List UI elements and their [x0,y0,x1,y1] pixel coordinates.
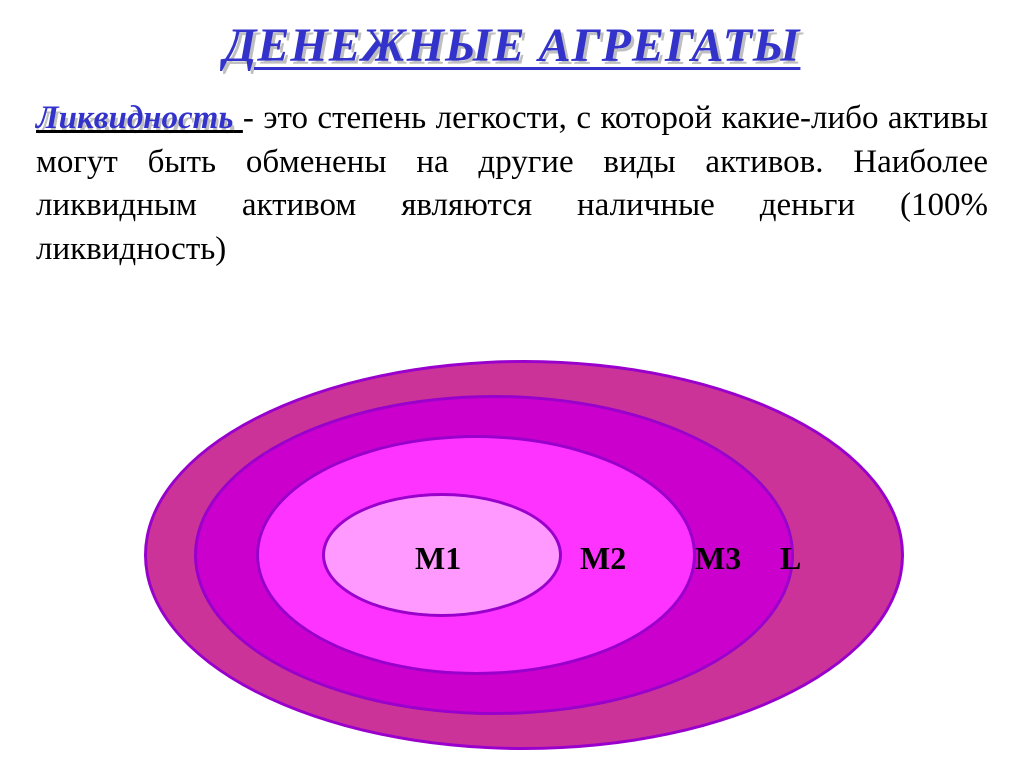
slide-title-text: ДЕНЕЖНЫЕ АГРЕГАТЫ [224,19,801,72]
ellipse-label-M3: M3 [695,540,741,577]
ellipse-label-M2: M2 [580,540,626,577]
term-liquidity: Ликвидность Ликвидность [36,100,243,136]
ellipse-label-L: L [780,540,801,577]
slide-title: ДЕНЕЖНЫЕ АГРЕГАТЫ ДЕНЕЖНЫЕ АГРЕГАТЫ [0,0,1024,73]
definition-paragraph: Ликвидность Ликвидность - это степень ле… [0,73,1024,271]
ellipse-label-M1: M1 [415,540,461,577]
